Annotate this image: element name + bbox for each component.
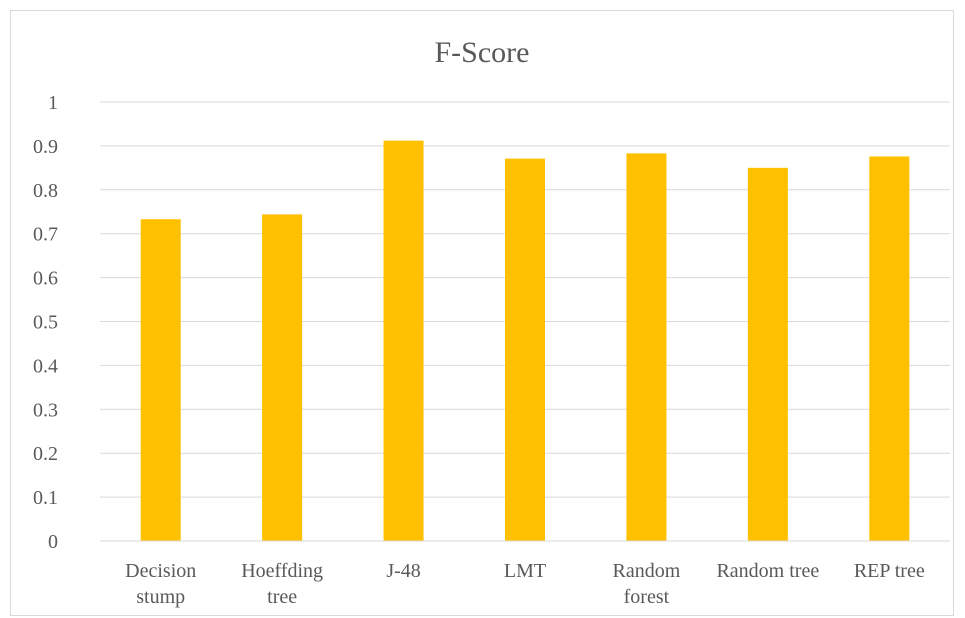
- x-category-label: Hoeffding tree: [241, 560, 323, 608]
- y-tick-label: 0.2: [33, 443, 58, 465]
- y-tick-label: 0.1: [33, 487, 58, 509]
- bar: [747, 167, 788, 541]
- y-tick-label: 0.5: [33, 312, 58, 334]
- x-axis-categories: Decision stump Hoeffding tree J-48 LMT Random f…: [125, 560, 925, 608]
- bars: [140, 140, 910, 542]
- gridlines: [100, 101, 950, 498]
- bar: [505, 158, 545, 542]
- x-category-label: J-48: [386, 560, 420, 582]
- x-category-label: Decision stump: [125, 560, 196, 608]
- x-category-label: Random forest: [613, 560, 681, 608]
- x-category-label: REP tree: [854, 560, 925, 582]
- x-category-label: Random tree: [716, 560, 819, 582]
- y-tick-label: 0: [48, 531, 58, 553]
- y-axis-ticks: 0 0.1 0.2 0.3 0.4 0.5 0.6 0.7 0.8 0.9 1: [33, 92, 58, 553]
- chart-title: F-Score: [435, 36, 530, 69]
- y-tick-label: 0.6: [33, 268, 58, 290]
- bar: [262, 214, 303, 541]
- bar: [869, 156, 910, 541]
- bar: [140, 219, 181, 541]
- bar: [383, 140, 424, 541]
- y-tick-label: 0.3: [33, 399, 58, 421]
- y-tick-label: 1: [48, 92, 58, 114]
- y-tick-label: 0.7: [33, 224, 58, 246]
- y-tick-label: 0.8: [33, 180, 58, 202]
- y-tick-label: 0.4: [33, 355, 58, 377]
- y-tick-label: 0.9: [33, 136, 58, 158]
- x-category-label: LMT: [504, 560, 546, 582]
- bar: [626, 153, 667, 541]
